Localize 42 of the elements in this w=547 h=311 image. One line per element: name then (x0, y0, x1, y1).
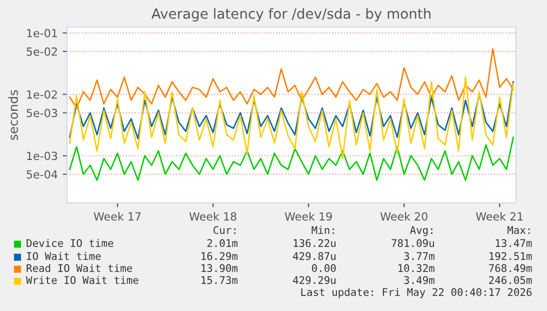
text: 246.05m (489, 276, 532, 284)
line-series (69, 81, 514, 140)
legend-label: Device IO time (26, 238, 114, 248)
text: Last update: Fri May 22 00:40:17 2026 (301, 288, 532, 298)
text: 136.22u (294, 239, 336, 248)
text: 781.09u (392, 239, 434, 248)
text: Min: (312, 226, 334, 234)
text: 16.29m (202, 252, 238, 260)
y-tick-label: 5e-04 (26, 170, 58, 179)
y-tick-label: 5e-02 (26, 47, 57, 56)
text: 15.73m (202, 276, 238, 284)
text: 0.00 (312, 264, 336, 272)
text: 13.90m (202, 264, 238, 272)
legend-label: IO Wait time (27, 252, 101, 260)
text: 10.32m (398, 264, 434, 272)
x-tick-label: Week 20 (380, 212, 428, 221)
y-axis-title: seconds (8, 90, 18, 140)
legend-label: Read IO Wait time (26, 264, 132, 272)
text: 429.29u (293, 276, 336, 284)
text: 3.49m (404, 276, 434, 284)
text: 768.49m (489, 264, 532, 272)
text: 3.77m (404, 252, 434, 260)
y-tick-label: 1e-02 (27, 90, 57, 99)
text: Max: (508, 226, 530, 234)
text: 2.01m (207, 239, 238, 248)
text: Avg: (410, 226, 432, 236)
legend-label: Write IO Wait time (26, 276, 138, 284)
x-tick-label: Week 19 (284, 212, 332, 221)
x-tick-label: Week 18 (189, 212, 236, 221)
y-tick-label: 1e-01 (27, 28, 57, 38)
line-series (69, 136, 514, 181)
line-series (69, 76, 514, 160)
y-tick-label: 1e-03 (27, 152, 58, 160)
text: Cur: (214, 226, 236, 234)
text: 13.47m (496, 239, 532, 248)
y-tick-label: 5e-03 (26, 108, 58, 118)
text: 429.87u (293, 252, 336, 260)
line-series (69, 48, 514, 109)
text: 192.51m (490, 252, 532, 260)
x-tick-label: Week 21 (476, 212, 523, 221)
chart-title: Average latency for /dev/sda - by month (151, 8, 430, 22)
x-tick-label: Week 17 (94, 212, 141, 221)
